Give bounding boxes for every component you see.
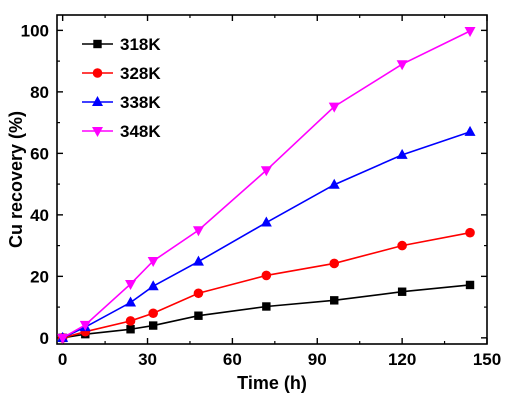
data-point-328K — [329, 258, 340, 269]
legend: 318K 328K 338K 348K — [82, 35, 161, 141]
legend-label: 318K — [120, 35, 161, 54]
axis-ticks — [57, 15, 488, 344]
series-line-328K — [62, 231, 471, 339]
legend-entry-348K: 348K — [82, 122, 161, 141]
series-328K — [57, 227, 475, 343]
data-point-338K — [464, 125, 476, 136]
plot-border — [56, 14, 488, 345]
series-line-318K — [62, 284, 471, 339]
legend-label: 348K — [120, 122, 161, 141]
data-point-318K — [330, 296, 339, 305]
data-point-348K — [79, 320, 91, 331]
legend-label: 338K — [120, 93, 161, 112]
legend-marker — [92, 68, 103, 78]
data-point-318K — [397, 287, 407, 296]
x-tick-label: 30 — [138, 350, 157, 369]
data-point-348K — [260, 166, 272, 177]
legend-entry-338K: 338K — [82, 93, 161, 112]
data-point-348K — [464, 26, 476, 37]
y-tick-label: 0 — [40, 329, 49, 348]
data-point-348K — [57, 333, 69, 344]
data-point-318K — [126, 325, 135, 334]
data-point-348K — [147, 256, 159, 267]
x-tick-label: 60 — [223, 350, 242, 369]
series-348K — [57, 26, 476, 344]
data-point-318K — [262, 302, 271, 311]
y-tick-label: 100 — [21, 21, 49, 40]
data-point-328K — [465, 227, 475, 238]
legend-entry-328K: 328K — [82, 64, 161, 83]
y-tick-label: 60 — [30, 144, 49, 163]
x-tick-label: 120 — [388, 350, 416, 369]
x-tick-label: 90 — [308, 350, 327, 369]
tick-labels: 0 30 60 90 120 150 0 20 40 60 80 100 — [21, 21, 502, 369]
data-point-338K — [125, 296, 137, 307]
y-tick-label: 80 — [30, 83, 49, 102]
series-layer — [57, 26, 476, 344]
data-point-318K — [465, 280, 475, 290]
data-point-348K — [125, 280, 137, 291]
data-point-338K — [147, 280, 159, 291]
data-point-338K — [192, 255, 204, 266]
legend-entry-318K: 318K — [82, 35, 161, 54]
data-point-328K — [397, 240, 407, 251]
y-tick-label: 40 — [30, 206, 49, 225]
data-point-328K — [125, 316, 136, 326]
data-point-318K — [194, 311, 203, 320]
legend-marker — [93, 39, 102, 49]
series-318K — [58, 280, 475, 343]
x-axis-title: Time (h) — [237, 373, 307, 393]
legend-marker — [92, 96, 103, 106]
data-point-348K — [328, 102, 340, 113]
legend-label: 328K — [120, 64, 161, 83]
data-point-338K — [328, 178, 340, 189]
x-tick-label: 150 — [473, 350, 501, 369]
legend-marker — [92, 127, 103, 137]
data-point-338K — [396, 148, 408, 159]
data-point-348K — [192, 226, 204, 237]
y-tick-label: 20 — [30, 267, 49, 286]
x-tick-label: 0 — [58, 350, 67, 369]
data-point-318K — [148, 321, 158, 330]
data-point-328K — [193, 288, 204, 299]
data-point-338K — [260, 216, 272, 227]
data-point-328K — [148, 308, 158, 319]
data-point-348K — [396, 60, 408, 71]
plot-frame — [56, 14, 488, 345]
y-axis-title: Cu recovery (%) — [6, 111, 26, 248]
data-point-328K — [261, 270, 272, 281]
